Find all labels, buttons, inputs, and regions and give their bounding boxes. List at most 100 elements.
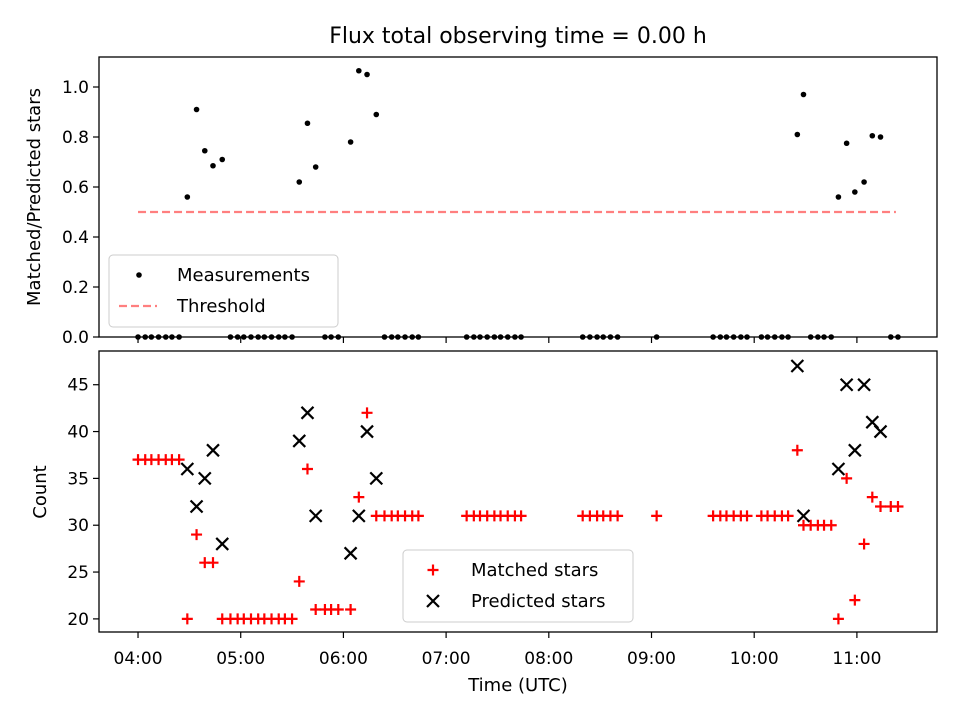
predicted-stars-point: [300, 406, 315, 420]
matched-stars-point: [841, 472, 853, 484]
count-y-tick-label: 20: [67, 610, 89, 630]
predicted-stars-point: [360, 424, 374, 439]
measurement-point: [835, 194, 842, 200]
matched-stars-point: [345, 604, 357, 616]
x-axis-ticks: 04:00 05:00 06:00 07:00 08:00 09:00 10:00 11:00: [114, 649, 882, 669]
count-panel: 20 25 30 35 40 45 Count Matched stars Predicte…: [30, 350, 938, 638]
matched-stars-point: [353, 491, 365, 503]
ratio-y-tick-label: 0.8: [62, 128, 89, 148]
measurement-point: [869, 132, 876, 139]
ratio-legend-box: [108, 254, 339, 328]
x-tick-label: 05:00: [216, 649, 265, 669]
ratio-y-tick-label: 0.2: [62, 278, 89, 298]
predicted-stars-point: [873, 424, 888, 439]
x-axis-label: Time (UTC): [467, 675, 568, 696]
ratio-axes-frame: [98, 56, 938, 338]
matched-stars-point: [651, 510, 663, 522]
ratio-y-tick-label: 0.6: [62, 178, 89, 198]
matched-stars-point: [286, 613, 298, 625]
legend-label: Measurements: [177, 265, 310, 286]
matched-stars-point: [849, 594, 861, 606]
matched-stars-point: [515, 510, 527, 522]
x-tick-label: 06:00: [319, 649, 368, 669]
ratio-y-tick-label: 0.4: [62, 228, 89, 248]
predicted-stars-point: [796, 509, 811, 523]
x-tick-label: 08:00: [524, 649, 573, 669]
matched-stars-point: [866, 491, 878, 503]
predicted-stars-point: [292, 434, 307, 448]
measurement-point: [356, 67, 362, 74]
legend-label: Threshold: [176, 296, 266, 317]
ratio-panel: 0.0 0.2 0.4 0.6 0.8 1.0 Matched/Predicted sta…: [24, 56, 938, 348]
measurement-point: [304, 120, 311, 127]
matched-stars-point: [301, 463, 313, 475]
matched-stars-point: [892, 500, 904, 512]
predicted-stars-point: [180, 462, 195, 476]
ratio-y-axis-label: Matched/Predicted stars: [24, 88, 45, 306]
predicted-stars-point: [857, 377, 871, 392]
predicted-stars-point: [352, 509, 366, 523]
measurement-point: [364, 71, 370, 78]
matched-stars-point: [191, 529, 203, 541]
count-y-tick-label: 30: [67, 516, 89, 536]
measurement-point: [861, 179, 867, 185]
predicted-stars-point: [848, 443, 862, 458]
count-plot-area: [132, 359, 904, 625]
measurement-point: [877, 134, 884, 140]
predicted-stars-point: [790, 359, 805, 373]
legend-label: Predicted stars: [471, 591, 605, 612]
count-y-tick-label: 35: [67, 469, 89, 489]
predicted-stars-point: [831, 462, 846, 476]
count-y-tick-label: 45: [67, 376, 89, 396]
predicted-stars-point: [197, 471, 212, 486]
measurement-point: [843, 140, 850, 147]
x-tick-label: 11:00: [832, 649, 881, 669]
matched-stars-point: [832, 613, 844, 625]
predicted-stars-point: [839, 377, 854, 392]
count-legend: Matched stars Predicted stars: [402, 549, 634, 623]
legend-predicted-stars-swatch: [426, 594, 440, 608]
matched-stars-point: [173, 454, 185, 466]
ratio-y-ticks: 0.0 0.2 0.4 0.6 0.8 1.0: [62, 78, 858, 348]
measurement-point: [794, 131, 801, 138]
matched-stars-point: [207, 557, 219, 569]
matched-stars-point: [612, 510, 624, 522]
count-axes-frame: [98, 350, 938, 633]
count-series-2: [180, 359, 888, 561]
x-tick-label: 07:00: [422, 649, 471, 669]
ratio-legend: Measurements Threshold: [108, 254, 339, 328]
matched-stars-point: [293, 575, 305, 587]
ratio-y-tick-label: 0.0: [62, 328, 89, 348]
legend-measurements-swatch: [136, 272, 142, 278]
matched-stars-point: [361, 407, 373, 419]
measurement-point: [201, 147, 208, 154]
matched-stars-point: [825, 519, 837, 531]
count-y-ticks: 20 25 30 35 40 45: [67, 376, 858, 638]
x-tick-label: 04:00: [114, 649, 163, 669]
matched-stars-point: [310, 604, 322, 616]
matched-stars-point: [791, 444, 803, 456]
measurement-point: [852, 189, 858, 195]
measurement-point: [193, 106, 200, 113]
matched-stars-point: [332, 604, 344, 616]
measurement-point: [800, 91, 807, 98]
predicted-stars-point: [343, 546, 358, 561]
legend-matched-stars-swatch: [427, 564, 439, 576]
measurement-point: [373, 111, 380, 118]
measurement-point: [210, 162, 216, 169]
predicted-stars-point: [369, 471, 384, 486]
count-y-tick-label: 40: [67, 423, 89, 443]
count-series-1: [132, 407, 904, 625]
count-y-axis-label: Count: [30, 465, 51, 518]
x-tick-label: 10:00: [730, 649, 779, 669]
ratio-plot-area: [135, 67, 901, 340]
measurement-point: [347, 139, 354, 145]
predicted-stars-point: [215, 537, 230, 551]
matched-stars-point: [181, 613, 193, 625]
ratio-y-tick-label: 1.0: [62, 78, 89, 98]
count-legend-box: [402, 549, 634, 623]
measurement-point: [184, 194, 191, 200]
measurement-point: [312, 164, 319, 170]
count-y-tick-label: 25: [67, 563, 89, 583]
